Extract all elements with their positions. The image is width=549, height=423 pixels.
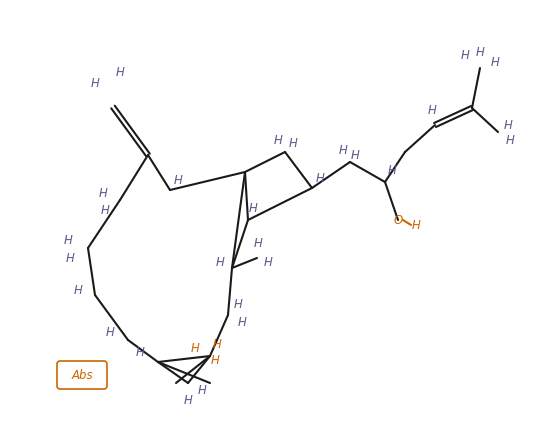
Text: Abs: Abs — [71, 368, 93, 382]
Text: H: H — [74, 283, 82, 297]
Text: H: H — [503, 118, 512, 132]
Text: H: H — [183, 393, 193, 407]
Text: H: H — [412, 219, 421, 231]
Text: H: H — [91, 77, 99, 90]
Text: H: H — [115, 66, 125, 79]
Text: H: H — [339, 143, 348, 157]
Text: H: H — [64, 233, 72, 247]
Text: H: H — [289, 137, 298, 149]
Text: H: H — [461, 49, 469, 61]
Text: H: H — [249, 201, 257, 214]
Text: H: H — [238, 316, 247, 329]
Text: H: H — [65, 252, 75, 264]
Text: H: H — [105, 327, 114, 340]
Text: H: H — [233, 299, 243, 311]
Text: H: H — [491, 55, 500, 69]
Text: H: H — [506, 134, 514, 146]
Text: H: H — [100, 203, 109, 217]
FancyBboxPatch shape — [57, 361, 107, 389]
Text: H: H — [191, 341, 199, 354]
Text: H: H — [428, 104, 436, 116]
Text: H: H — [173, 173, 182, 187]
Text: H: H — [216, 255, 225, 269]
Text: H: H — [99, 187, 108, 200]
Text: H: H — [475, 46, 484, 58]
Text: H: H — [212, 338, 221, 351]
Text: H: H — [388, 164, 396, 176]
Text: H: H — [254, 236, 262, 250]
Text: H: H — [136, 346, 144, 359]
Text: O: O — [394, 214, 402, 226]
Text: H: H — [211, 354, 220, 366]
Text: H: H — [351, 148, 360, 162]
Text: H: H — [198, 384, 206, 396]
Text: H: H — [273, 134, 282, 146]
Text: H: H — [316, 171, 324, 184]
Text: H: H — [264, 255, 272, 269]
